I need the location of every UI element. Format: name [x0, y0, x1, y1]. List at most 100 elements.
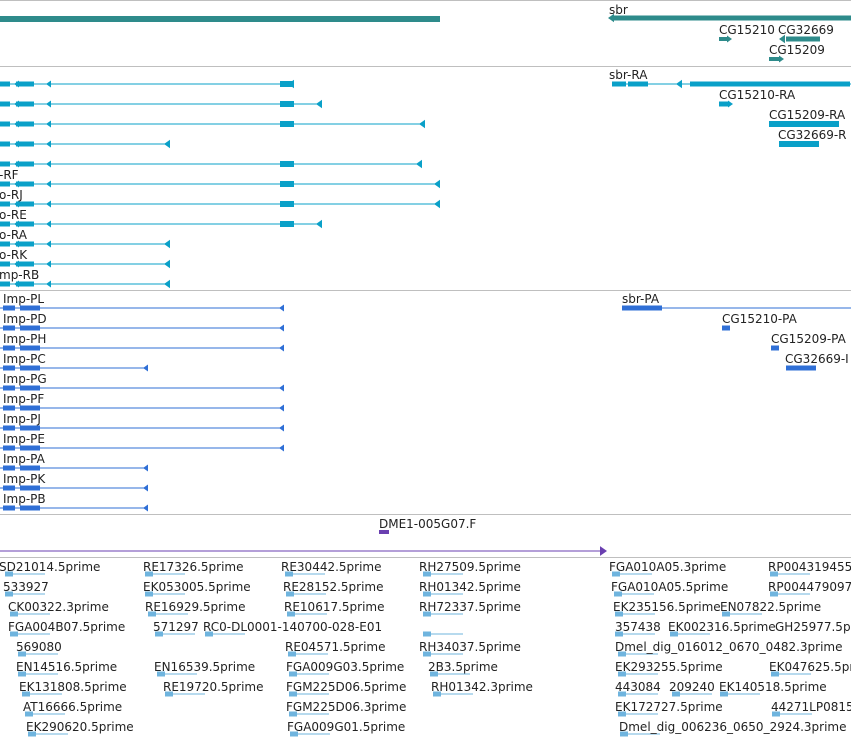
read-label[interactable]: EK140518.5prime: [719, 680, 827, 694]
transcript-exon[interactable]: [0, 261, 10, 267]
protein-label[interactable]: CG15209-PA: [771, 332, 846, 346]
protein-domain[interactable]: [20, 505, 40, 511]
transcript-exon[interactable]: [280, 221, 294, 227]
read-segment[interactable]: [615, 611, 623, 617]
transcript-label[interactable]: -RF: [0, 168, 19, 182]
read-label[interactable]: FGA009G01.5prime: [287, 720, 406, 734]
transcript-exon[interactable]: [16, 161, 34, 167]
est-label[interactable]: DME1-005G07.F: [379, 517, 477, 531]
gene-strand-arrow[interactable]: [608, 13, 614, 23]
est-read[interactable]: [379, 530, 389, 534]
transcript-strand-arrow[interactable]: [434, 179, 440, 189]
transcript-strand-arrow[interactable]: [288, 79, 294, 89]
transcript-strand-arrow[interactable]: [46, 220, 51, 228]
gene-bar[interactable]: [769, 57, 779, 61]
read-segment[interactable]: [145, 591, 153, 597]
transcript-label[interactable]: sbr-RA: [609, 68, 648, 82]
protein-domain[interactable]: [3, 425, 15, 431]
transcript-exon[interactable]: [280, 181, 294, 187]
transcript-exon[interactable]: [16, 121, 34, 127]
transcript-strand-arrow[interactable]: [14, 280, 19, 288]
read-segment[interactable]: [22, 691, 30, 697]
read-segment[interactable]: [612, 571, 620, 577]
read-label[interactable]: 443084: [615, 680, 661, 694]
protein-domain[interactable]: [771, 345, 779, 351]
protein-domain[interactable]: [3, 485, 15, 491]
protein-domain[interactable]: [3, 385, 15, 391]
protein-label[interactable]: CG15210-PA: [722, 312, 797, 326]
protein-label[interactable]: Imp-PJ: [3, 412, 41, 426]
transcript-exon[interactable]: [612, 81, 626, 87]
read-label[interactable]: EK131808.5prime: [19, 680, 127, 694]
read-label[interactable]: FGM225D06.3prime: [286, 700, 407, 714]
read-segment[interactable]: [423, 651, 431, 657]
transcript-exon[interactable]: [0, 81, 10, 87]
read-segment[interactable]: [433, 691, 441, 697]
gene-label[interactable]: CG15209: [769, 43, 825, 57]
transcript-strand-arrow[interactable]: [46, 80, 51, 88]
transcript-exon[interactable]: [16, 141, 34, 147]
protein-label[interactable]: Imp-PL: [3, 292, 45, 306]
read-segment[interactable]: [614, 591, 622, 597]
protein-label[interactable]: sbr-PA: [622, 292, 660, 306]
gene-strand-arrow[interactable]: [779, 55, 784, 63]
read-segment[interactable]: [28, 731, 36, 737]
read-segment[interactable]: [430, 671, 438, 677]
read-label[interactable]: RE16929.5prime: [145, 600, 246, 614]
protein-domain[interactable]: [3, 465, 15, 471]
read-label[interactable]: RE04571.5prime: [285, 640, 386, 654]
read-label[interactable]: EK290620.5prime: [26, 720, 134, 734]
transcript-strand-arrow[interactable]: [46, 260, 51, 268]
protein-domain[interactable]: [20, 305, 40, 311]
transcript-exon[interactable]: [769, 121, 839, 127]
transcript-exon[interactable]: [280, 161, 294, 167]
transcript-strand-arrow[interactable]: [14, 140, 19, 148]
read-segment[interactable]: [615, 631, 623, 637]
protein-strand-arrow[interactable]: [143, 364, 148, 372]
read-segment[interactable]: [10, 631, 18, 637]
read-label[interactable]: Dmel_dig_016012_0670_0482.3prime: [615, 640, 843, 654]
read-label[interactable]: RE10617.5prime: [284, 600, 385, 614]
protein-strand-arrow[interactable]: [279, 404, 284, 412]
transcript-exon[interactable]: [0, 221, 10, 227]
read-label[interactable]: 569080: [16, 640, 62, 654]
protein-label[interactable]: Imp-PB: [3, 492, 46, 506]
read-segment[interactable]: [157, 671, 165, 677]
protein-domain[interactable]: [20, 465, 40, 471]
protein-strand-arrow[interactable]: [279, 424, 284, 432]
read-label[interactable]: EK293255.5prime: [615, 660, 723, 674]
read-segment[interactable]: [771, 671, 779, 677]
transcript-exon[interactable]: [16, 221, 34, 227]
read-label[interactable]: FGA010A05.3prime: [609, 560, 727, 574]
read-label[interactable]: RP004479097: [768, 580, 851, 594]
transcript-label[interactable]: CG15210-RA: [719, 88, 796, 102]
transcript-strand-arrow[interactable]: [14, 100, 19, 108]
read-segment[interactable]: [770, 591, 778, 597]
read-segment[interactable]: [290, 731, 298, 737]
transcript-strand-arrow[interactable]: [419, 119, 425, 129]
read-label[interactable]: EK002316.5prime: [668, 620, 776, 634]
read-label[interactable]: RE19720.5prime: [163, 680, 264, 694]
protein-strand-arrow[interactable]: [143, 504, 148, 512]
read-label[interactable]: RC0-DL0001-140700-028-E01: [203, 620, 383, 634]
transcript-strand-arrow[interactable]: [46, 280, 51, 288]
protein-domain[interactable]: [20, 485, 40, 491]
read-label[interactable]: FGM225D06.5prime: [286, 680, 407, 694]
protein-label[interactable]: Imp-PA: [3, 452, 45, 466]
transcript-strand-arrow[interactable]: [46, 100, 51, 108]
protein-domain[interactable]: [20, 345, 40, 351]
read-segment[interactable]: [423, 611, 431, 617]
read-segment[interactable]: [205, 631, 213, 637]
protein-domain[interactable]: [3, 365, 15, 371]
transcript-strand-arrow[interactable]: [46, 140, 51, 148]
read-segment[interactable]: [423, 571, 431, 577]
read-segment[interactable]: [25, 711, 33, 717]
read-segment[interactable]: [618, 671, 626, 677]
read-segment[interactable]: [618, 711, 626, 717]
protein-label[interactable]: Imp-PF: [3, 392, 45, 406]
protein-domain[interactable]: [3, 445, 15, 451]
protein-domain[interactable]: [3, 305, 15, 311]
transcript-strand-arrow[interactable]: [46, 120, 51, 128]
protein-strand-arrow[interactable]: [143, 464, 148, 472]
transcript-label[interactable]: CG32669-R: [778, 128, 847, 142]
